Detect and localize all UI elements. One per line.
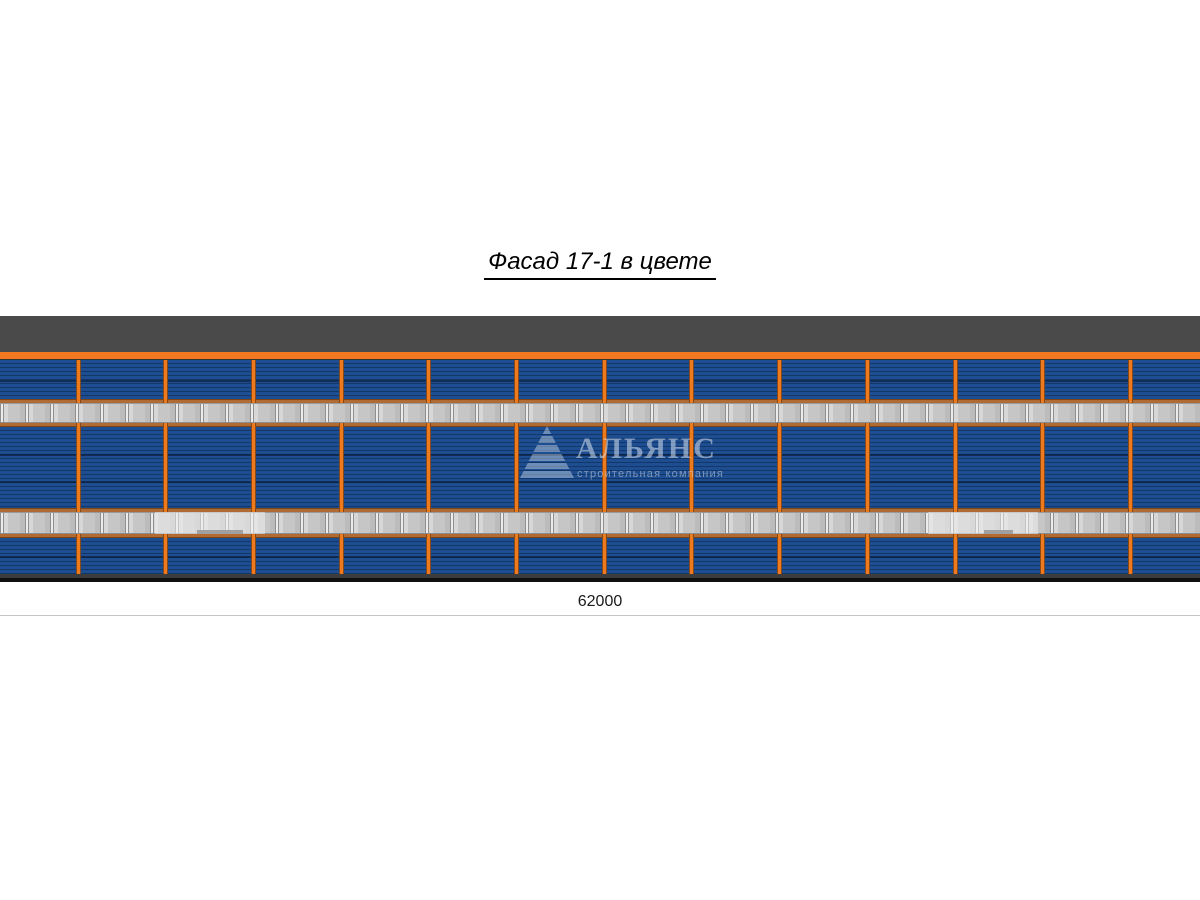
parapet-band — [0, 316, 1200, 352]
panel-seam — [0, 556, 1200, 558]
entrance-step — [984, 530, 1013, 534]
drawing-title: Фасад 17-1 в цвете — [0, 248, 1200, 280]
mullion — [514, 360, 519, 574]
siding-row-middle — [0, 427, 1200, 508]
panel-seam — [0, 481, 1200, 483]
mullion — [601, 360, 607, 574]
mullion — [952, 360, 958, 574]
siding-row-upper — [0, 360, 1200, 399]
mullion — [689, 360, 695, 574]
door-section — [155, 512, 265, 534]
mullion — [163, 360, 169, 574]
drawing-title-text: Фасад 17-1 в цвете — [484, 248, 716, 280]
dimension-line — [0, 615, 1200, 616]
facade-elevation: АЛЬЯНС строительная компания — [0, 316, 1200, 582]
plinth-strip — [0, 574, 1200, 578]
door-section — [928, 512, 1038, 534]
panel-seam — [0, 380, 1200, 382]
window-band-glazing-upper-strip — [0, 403, 1200, 423]
mullion — [1040, 360, 1046, 574]
panel-seam — [0, 454, 1200, 456]
mullion — [250, 360, 256, 574]
mullion — [864, 360, 870, 574]
mullion — [1127, 360, 1133, 574]
mullion — [777, 360, 783, 574]
mullion — [75, 360, 81, 574]
siding-row-lower — [0, 538, 1200, 574]
dimension-label: 62000 — [577, 593, 623, 610]
entrance-step — [197, 530, 243, 534]
ground-line — [0, 578, 1200, 582]
mullion — [426, 360, 432, 574]
window-band-glazing-lower-strip — [0, 512, 1200, 534]
mullion — [338, 360, 344, 574]
top-orange-trim — [0, 352, 1200, 360]
